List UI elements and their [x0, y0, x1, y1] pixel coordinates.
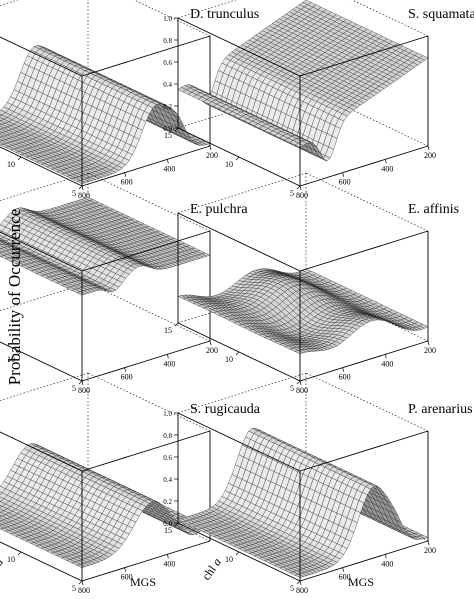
chla-tick-label: 10 [225, 355, 233, 364]
mgs-tick-label: 400 [163, 559, 175, 568]
mgs-tick [428, 341, 429, 345]
chla-tick-label: 5 [72, 584, 76, 593]
mgs-tick-label: 400 [381, 359, 393, 368]
z-tick-label: 0.8 [163, 37, 172, 45]
chla-tick [297, 381, 300, 384]
mgs-tick-label: 400 [163, 359, 175, 368]
mgs-tick [125, 368, 126, 372]
panel-title: D. trunculus [190, 7, 259, 22]
mgs-tick [300, 381, 301, 385]
chla-tick [18, 552, 21, 555]
mgs-tick-label: 200 [424, 151, 436, 160]
panel-title: S. squamata [408, 7, 474, 22]
mgs-tick [167, 554, 168, 558]
mgs-tick [343, 368, 344, 372]
box-edge [82, 431, 210, 471]
chla-tick-label: 15 [164, 131, 172, 140]
chla-tick [79, 186, 82, 189]
mgs-tick [82, 381, 83, 385]
z-tick-label: 0.4 [163, 81, 172, 89]
box-edge-hidden [0, 0, 88, 18]
mgs-tick-label: 600 [121, 373, 133, 382]
chla-tick-label: 5 [72, 384, 76, 393]
figure-y-axis-label: Probability of Occurrence [5, 132, 29, 462]
box-edge [178, 213, 300, 271]
mgs-tick-label: 600 [339, 178, 351, 187]
mgs-tick [385, 354, 386, 358]
chla-tick [236, 157, 239, 160]
chla-tick [236, 352, 239, 355]
chla-tick [297, 186, 300, 189]
chla-tick [79, 381, 82, 384]
mgs-tick [210, 341, 211, 345]
z-tick-label: 0.2 [163, 103, 172, 111]
mgs-tick-label: 400 [381, 164, 393, 173]
mgs-tick [125, 568, 126, 572]
mgs-tick [125, 173, 126, 177]
panel-title: S. rugicauda [190, 402, 261, 417]
chla-tick-label: 5 [290, 189, 294, 198]
mgs-tick [82, 581, 83, 585]
chla-tick-label: 5 [290, 384, 294, 393]
box-edge [300, 231, 428, 271]
mgs-axis-label: MGS [130, 575, 156, 589]
box-edge [82, 36, 210, 76]
chla-tick [79, 581, 82, 584]
chla-tick-label: 15 [164, 326, 172, 335]
box-edge-hidden [88, 283, 210, 341]
panel-title: E. pulchra [190, 202, 248, 217]
chla-tick-label: 10 [7, 555, 15, 564]
surface-plot: E. pulchra0.00.20.40.60.81.0151058006004… [0, 173, 248, 395]
z-tick-label: 0.6 [163, 59, 172, 67]
mgs-tick-label: 600 [339, 373, 351, 382]
mgs-tick-label: 200 [206, 151, 218, 160]
mgs-tick [167, 354, 168, 358]
chla-tick-label: 5 [72, 189, 76, 198]
mgs-tick-label: 200 [424, 346, 436, 355]
chla-axis-label: chl a [0, 555, 6, 582]
mgs-tick-label: 600 [121, 178, 133, 187]
mgs-tick [210, 146, 211, 150]
mgs-tick [385, 159, 386, 163]
box-edge [82, 341, 210, 381]
mgs-tick [167, 159, 168, 163]
mgs-tick-label: 200 [206, 346, 218, 355]
mgs-tick [343, 173, 344, 177]
mgs-tick [428, 146, 429, 150]
z-tick-label: 1.0 [163, 15, 172, 23]
mgs-tick [300, 186, 301, 190]
mgs-tick-label: 800 [78, 586, 90, 594]
panel-title: E. affinis [408, 202, 459, 217]
mgs-tick [82, 186, 83, 190]
chla-tick-label: 10 [225, 160, 233, 169]
mgs-tick-label: 400 [163, 164, 175, 173]
